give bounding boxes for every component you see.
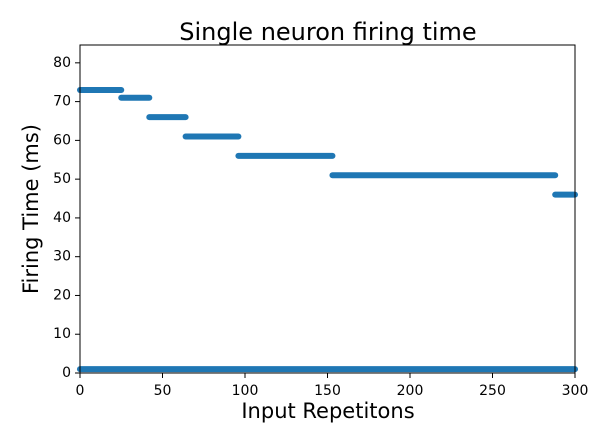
x-tick-label: 0 [76, 383, 85, 399]
y-tick-label: 30 [53, 249, 71, 265]
x-tick-label: 150 [314, 383, 341, 399]
y-axis-label: Firing Time (ms) [19, 124, 43, 294]
x-tick-label: 100 [232, 383, 259, 399]
y-tick-label: 70 [53, 94, 71, 110]
y-tick-label: 20 [53, 287, 71, 303]
x-tick-label: 250 [479, 383, 506, 399]
x-tick-label: 50 [154, 383, 172, 399]
x-axis-label: Input Repetitons [241, 399, 414, 423]
y-tick-label: 50 [53, 171, 71, 187]
x-tick-label: 300 [562, 383, 589, 399]
y-tick-label: 40 [53, 210, 71, 226]
y-tick-label: 10 [53, 326, 71, 342]
plot-frame [79, 44, 576, 374]
y-tick-label: 80 [53, 55, 71, 71]
y-tick-label: 0 [62, 365, 71, 381]
y-tick-label: 60 [53, 132, 71, 148]
chart-title: Single neuron firing time [179, 18, 476, 46]
x-tick-label: 200 [397, 383, 424, 399]
